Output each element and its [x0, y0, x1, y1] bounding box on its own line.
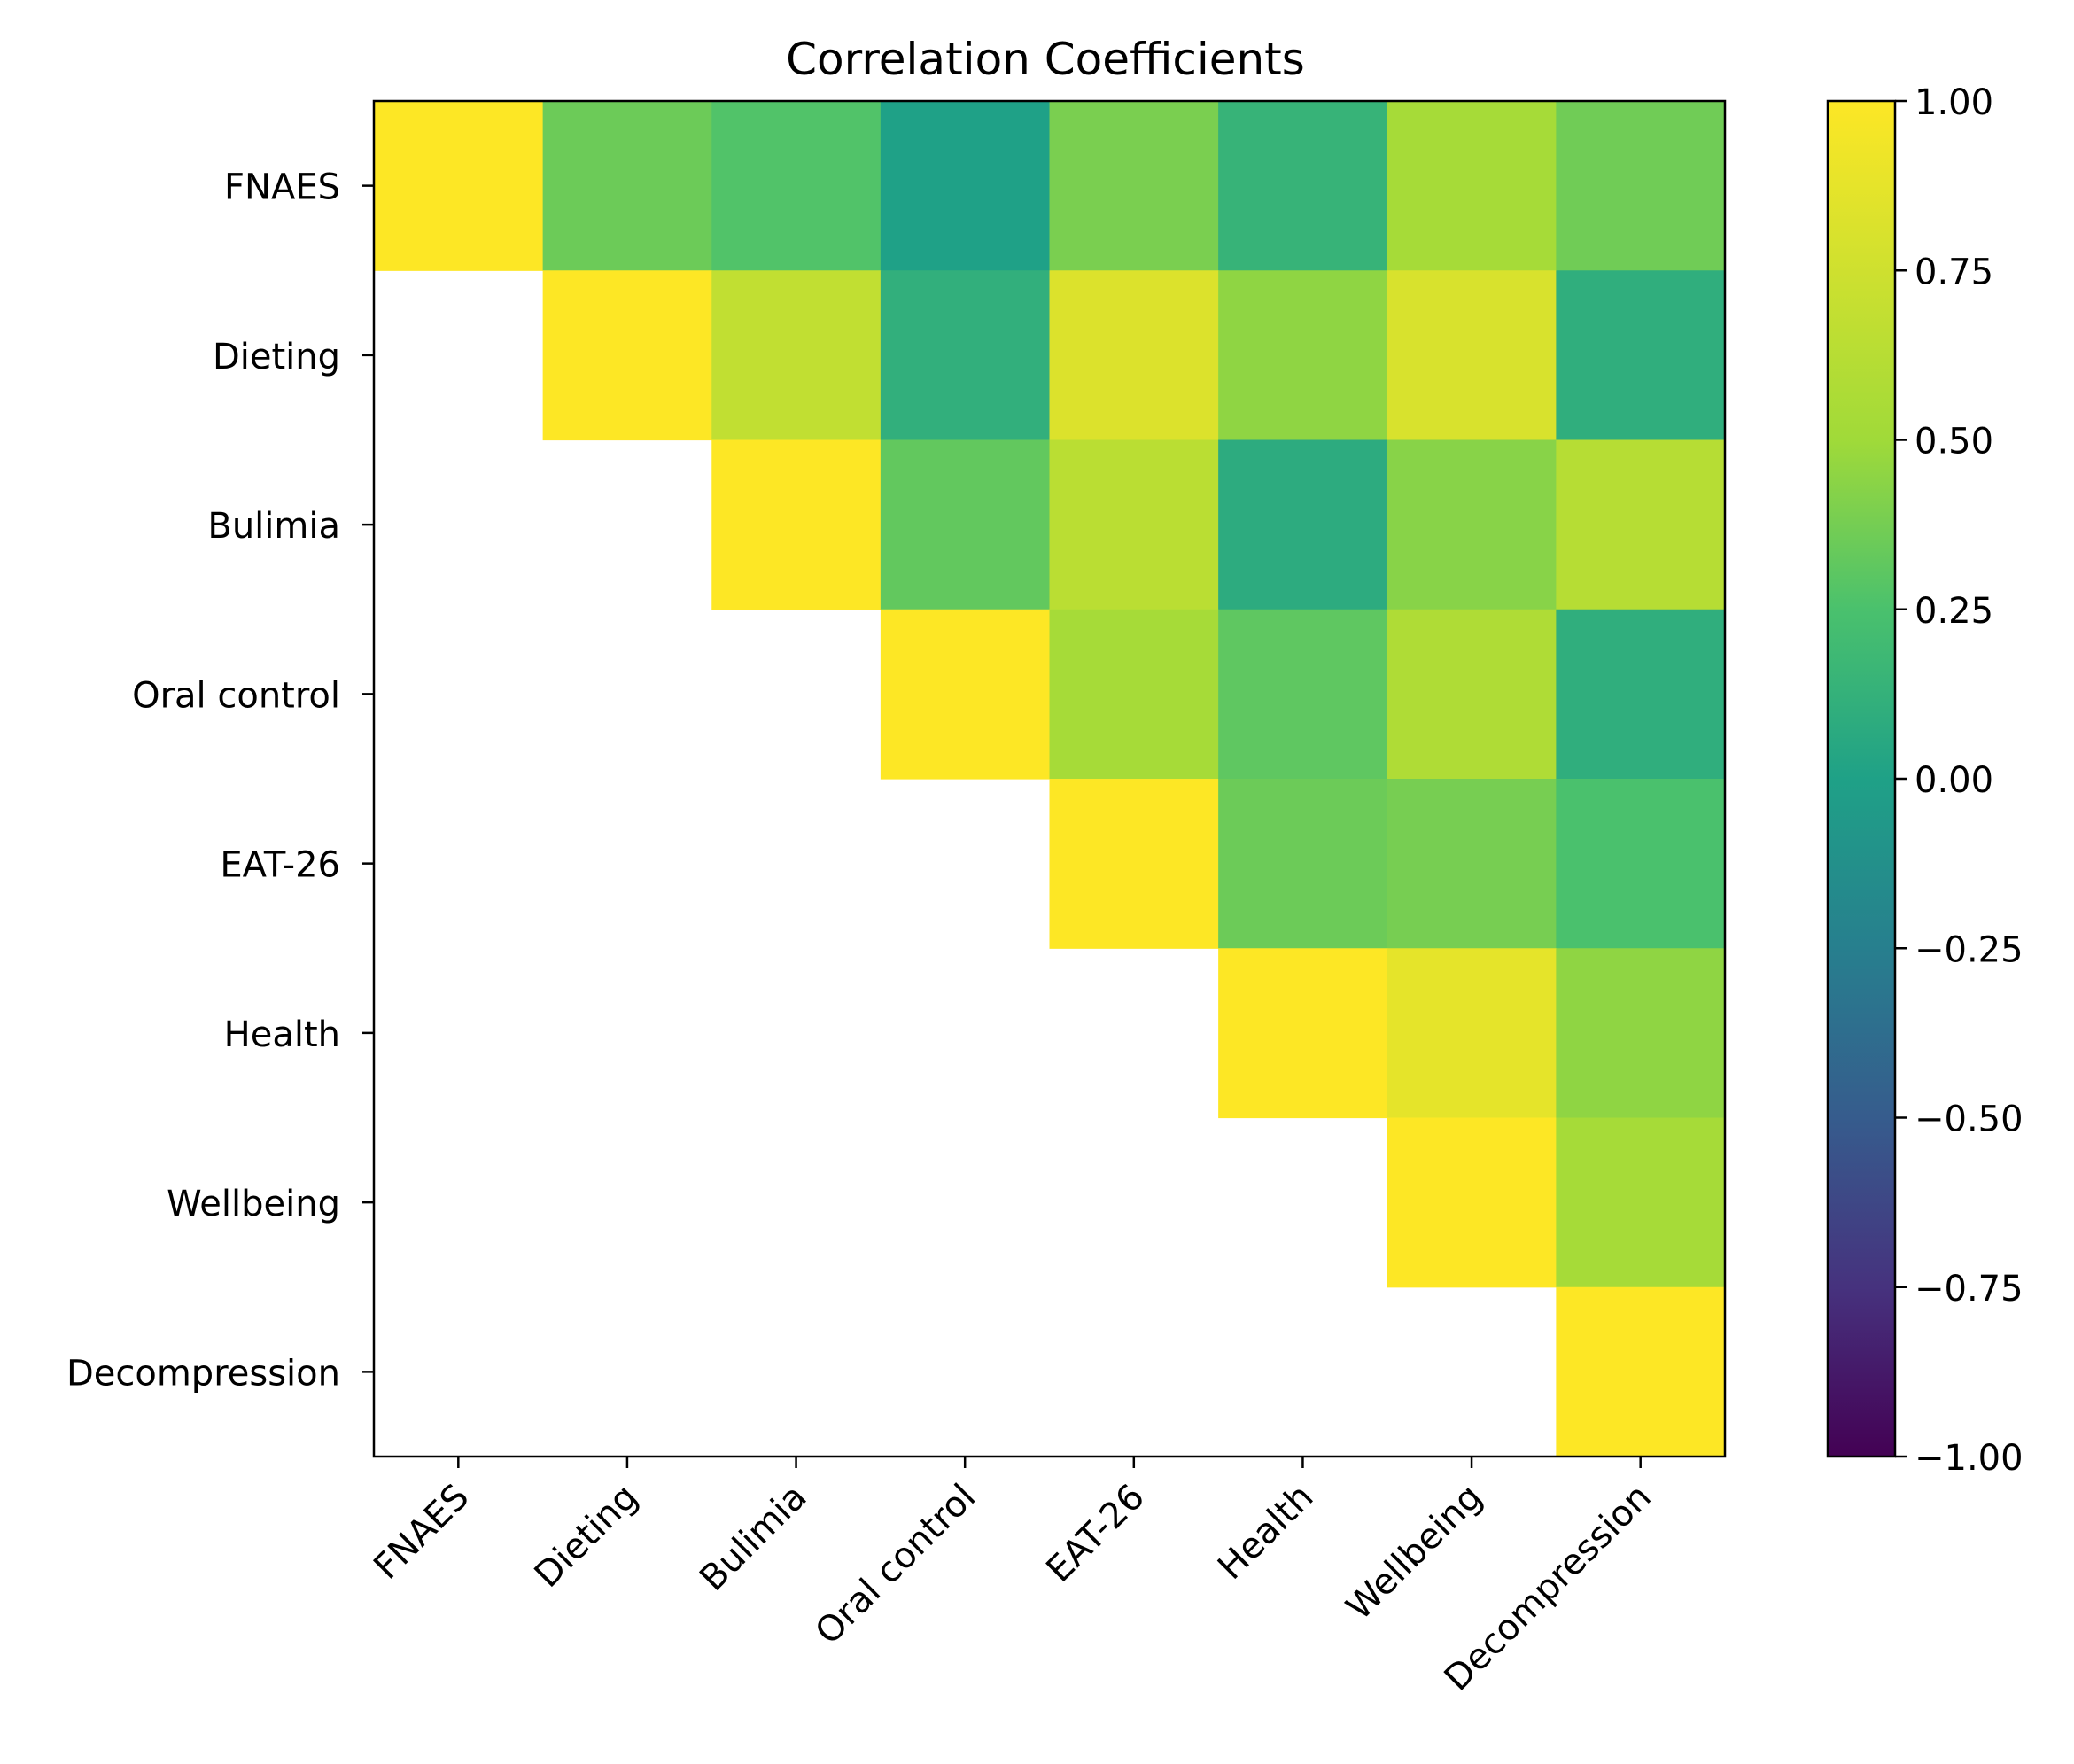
colorbar-tick-label: 1.00 — [1915, 82, 1993, 123]
heatmap-cell — [1387, 609, 1557, 780]
heatmap-cell — [1218, 439, 1388, 610]
heatmap-cell — [711, 439, 882, 610]
heatmap-cell — [542, 270, 712, 441]
heatmap-cell — [1556, 1117, 1726, 1288]
y-tick-label: Bulimia — [207, 506, 340, 547]
heatmap-cell — [374, 101, 544, 271]
x-tick-label: FNAES — [366, 1477, 477, 1588]
heatmap-cell — [542, 101, 712, 271]
heatmap-cell — [880, 439, 1051, 610]
y-axis-ticks: FNAES Dieting Bulimia Oral control EAT-26 Hea… — [66, 167, 374, 1394]
heatmap-cell — [1387, 1117, 1557, 1288]
colorbar-tick-label: −0.25 — [1915, 929, 2024, 970]
heatmap-cell — [1049, 779, 1219, 949]
y-tick-label: Health — [224, 1014, 340, 1055]
y-tick-label: EAT-26 — [220, 845, 340, 886]
heatmap-cell — [1218, 609, 1388, 780]
heatmap-cell — [880, 270, 1051, 441]
heatmap-cell — [1556, 948, 1726, 1119]
x-tick-label: Dieting — [527, 1477, 646, 1596]
heatmap-cell — [1049, 439, 1219, 610]
x-tick-label: Wellbeing — [1339, 1477, 1490, 1628]
heatmap-cell — [880, 609, 1051, 780]
heatmap-cell — [1218, 779, 1388, 949]
colorbar-tick-label: 0.25 — [1915, 591, 1993, 632]
heatmap-cell — [1049, 609, 1219, 780]
plot-frame — [372, 99, 1727, 1458]
colorbar-tick-label: −0.50 — [1915, 1100, 2024, 1140]
heatmap-cell — [711, 101, 882, 271]
heatmap-cell — [1218, 270, 1388, 441]
heatmap-cell — [1387, 439, 1557, 610]
colorbar-ticks: 1.00 0.75 0.50 0.25 0.00 −0.25 −0.50 −0.75 −1.00 — [1895, 82, 2024, 1479]
heatmap-cell — [1556, 101, 1726, 271]
heatmap-cell — [1218, 101, 1388, 271]
colorbar-tick-label: 0.75 — [1915, 252, 1993, 292]
x-tick-label: EAT-26 — [1038, 1477, 1152, 1590]
heatmap-cell — [1049, 101, 1219, 271]
x-tick-label: Health — [1210, 1477, 1321, 1588]
heatmap-cell — [1556, 270, 1726, 441]
heatmap-cells — [374, 101, 1726, 1457]
colorbar-tick-label: −0.75 — [1915, 1269, 2024, 1309]
y-tick-label: Dieting — [213, 337, 340, 377]
heatmap-cell — [1556, 609, 1726, 780]
y-tick-label: Decompression — [66, 1353, 340, 1394]
heatmap-cell — [1218, 948, 1388, 1119]
colorbar-tick-label: 0.00 — [1915, 760, 1993, 801]
heatmap-cell — [1387, 948, 1557, 1119]
heatmap-cell — [1387, 779, 1557, 949]
chart-title: Correlation Coefficients — [786, 34, 1305, 85]
colorbar-tick-label: 0.50 — [1915, 422, 1993, 462]
heatmap-cell — [1556, 779, 1726, 949]
heatmap-cell — [1556, 1286, 1726, 1457]
heatmap-cell — [880, 101, 1051, 271]
y-tick-label: Wellbeing — [167, 1184, 340, 1224]
heatmap-cell — [1387, 101, 1557, 271]
y-tick-label: FNAES — [224, 167, 340, 208]
x-tick-label: Bulimia — [692, 1477, 814, 1599]
y-tick-label: Oral control — [132, 675, 340, 716]
x-tick-label: Oral control — [808, 1477, 984, 1653]
heatmap-cell — [1556, 439, 1726, 610]
colorbar-tick-label: −1.00 — [1915, 1438, 2024, 1479]
colorbar-gradient — [1828, 101, 1895, 1457]
heatmap-cell — [711, 270, 882, 441]
heatmap-cell — [1049, 270, 1219, 441]
heatmap-cell — [1387, 270, 1557, 441]
